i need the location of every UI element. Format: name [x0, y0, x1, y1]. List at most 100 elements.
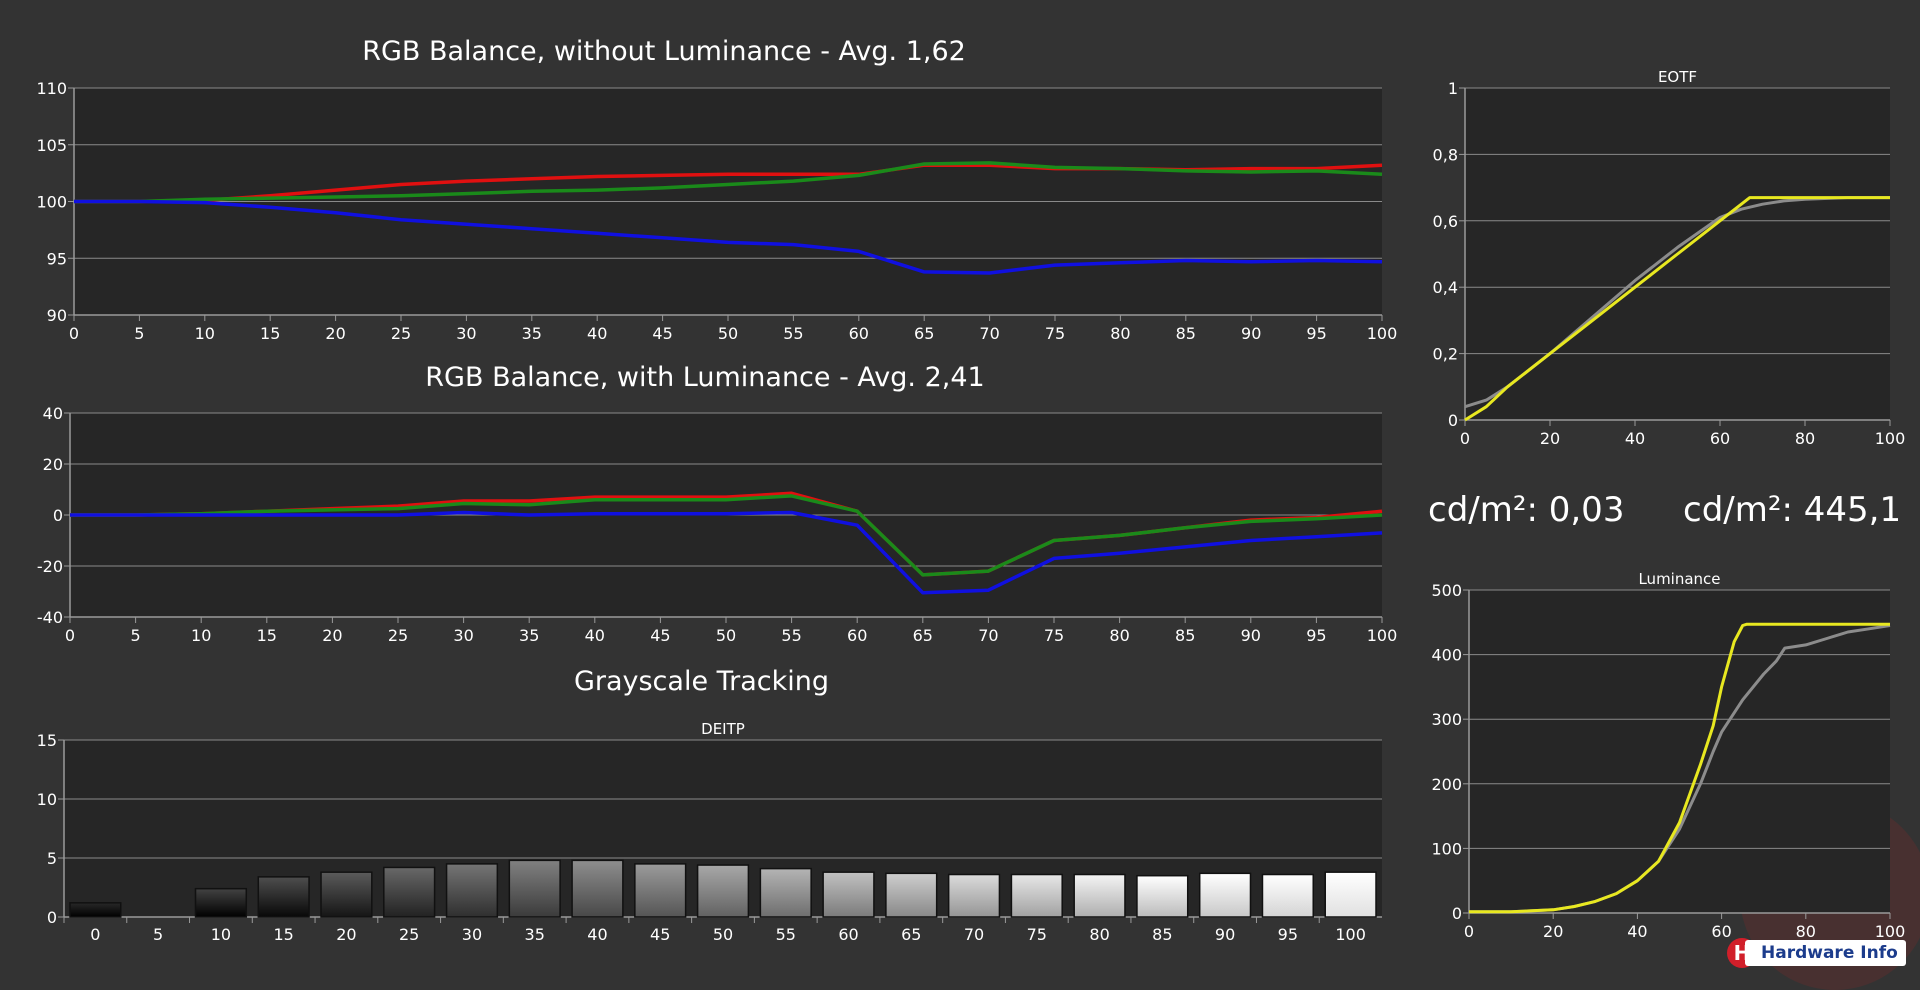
eotf-ytick-label: 1 [1448, 79, 1458, 98]
luminance-xtick-label: 0 [1464, 922, 1474, 941]
grayscale-bar [1324, 871, 1377, 918]
rgb_no_lum-series-1 [74, 161, 1383, 204]
rgb_no_lum-xtick-label: 80 [1110, 324, 1130, 343]
rgb_lum-xtick-label: 85 [1175, 626, 1195, 645]
luminance-series-0 [1469, 622, 1890, 914]
rgb_no_lum-xtick-label: 85 [1176, 324, 1196, 343]
chart-title-grayscale: Grayscale Tracking [573, 666, 830, 697]
rgb_no_lum-xtick-label: 70 [979, 324, 999, 343]
eotf-xtick-label: 0 [1460, 429, 1470, 448]
grayscale-bar [1136, 874, 1189, 918]
rgb_no_lum-xtick-label: 90 [1241, 324, 1261, 343]
grayscale-xtick-label: 60 [838, 925, 858, 944]
grayscale-xtick-label: 5 [153, 925, 163, 944]
grayscale-bar [1010, 873, 1063, 918]
rgb_lum-xtick-label: 80 [1109, 626, 1129, 645]
rgb_lum-ytick-label: -20 [37, 557, 63, 576]
rgb_no_lum-xtick-label: 40 [587, 324, 607, 343]
grayscale-xtick-label: 20 [336, 925, 356, 944]
grayscale-bar [69, 902, 122, 918]
eotf-xtick-label: 20 [1540, 429, 1560, 448]
rgb_no_lum-xtick-label: 50 [718, 324, 738, 343]
grayscale-xtick-label: 0 [90, 925, 100, 944]
rgb_lum-xtick-label: 15 [257, 626, 277, 645]
grayscale-ytick-label: 10 [37, 790, 57, 809]
grayscale-xtick-label: 10 [211, 925, 231, 944]
grayscale-xtick-label: 75 [1027, 925, 1047, 944]
rgb_no_lum-xtick-label: 95 [1306, 324, 1326, 343]
grayscale-bar [571, 859, 624, 918]
grayscale-bar [759, 867, 812, 918]
rgb_no_lum-series-2 [74, 199, 1383, 275]
eotf-series-0 [1464, 196, 1890, 422]
grayscale-bar [257, 876, 310, 918]
rgb_no_lum-xtick-label: 55 [783, 324, 803, 343]
luminance-xtick-label: 20 [1543, 922, 1563, 941]
eotf-ytick-label: 0,4 [1433, 278, 1458, 297]
rgb_lum-xtick-label: 90 [1241, 626, 1261, 645]
hardware-info-logo: H Hardware Info [1727, 938, 1906, 968]
grayscale-subtitle: DEITP [701, 720, 745, 738]
grayscale-bar [383, 866, 436, 918]
grayscale-xtick-label: 15 [273, 925, 293, 944]
rgb_lum-xtick-label: 45 [650, 626, 670, 645]
black-level-readout: cd/m²: 0,03 [1428, 490, 1625, 530]
rgb_lum-ytick-label: -40 [37, 608, 63, 627]
rgb_no_lum-xtick-label: 20 [325, 324, 345, 343]
luminance-ytick-label: 300 [1431, 710, 1462, 729]
grayscale-xtick-label: 55 [776, 925, 796, 944]
rgb_lum-xtick-label: 55 [781, 626, 801, 645]
rgb_lum-ytick-label: 0 [53, 506, 63, 525]
luminance-xtick-label: 80 [1796, 922, 1816, 941]
eotf-xtick-label: 40 [1625, 429, 1645, 448]
grayscale-bar [947, 873, 1001, 918]
rgb_no_lum-xtick-label: 75 [1045, 324, 1065, 343]
rgb_lum-xtick-label: 75 [1044, 626, 1064, 645]
grayscale-xtick-label: 85 [1152, 925, 1172, 944]
eotf-xtick-label: 60 [1710, 429, 1730, 448]
grayscale-xtick-label: 45 [650, 925, 670, 944]
rgb_no_lum-ytick-label: 95 [47, 249, 67, 268]
luminance-ytick-label: 0 [1452, 904, 1462, 923]
eotf-ytick-label: 0,6 [1433, 212, 1458, 231]
chart-title-rgb-no-lum: RGB Balance, without Luminance - Avg. 1,… [362, 36, 966, 67]
rgb_no_lum-xtick-label: 25 [391, 324, 411, 343]
grayscale-xtick-label: 25 [399, 925, 419, 944]
grayscale-xtick-label: 35 [525, 925, 545, 944]
grayscale-xtick-label: 95 [1278, 925, 1298, 944]
grayscale-bar [320, 871, 373, 918]
grayscale-bar [194, 887, 248, 918]
rgb_lum-xtick-label: 10 [191, 626, 211, 645]
rgb_lum-xtick-label: 65 [913, 626, 933, 645]
grayscale-bar [1261, 873, 1314, 918]
grayscale-bar [634, 863, 687, 918]
eotf-ytick-label: 0 [1448, 411, 1458, 430]
rgb_no_lum-xtick-label: 45 [652, 324, 672, 343]
luminance-xtick-label: 100 [1875, 922, 1906, 941]
luminance-xtick-label: 60 [1711, 922, 1731, 941]
rgb_no_lum-ytick-label: 105 [36, 136, 67, 155]
grayscale-bar [822, 871, 875, 918]
rgb_no_lum-ytick-label: 100 [36, 193, 67, 212]
rgb_no_lum-ytick-label: 90 [47, 306, 67, 325]
grayscale-xtick-label: 40 [587, 925, 607, 944]
eotf-ytick-label: 0,8 [1433, 145, 1458, 164]
luminance-title: Luminance [1638, 570, 1720, 588]
grayscale-xtick-label: 30 [462, 925, 482, 944]
rgb_no_lum-xtick-label: 0 [69, 324, 79, 343]
grayscale-ytick-label: 15 [37, 731, 57, 750]
rgb_no_lum-xtick-label: 15 [260, 324, 280, 343]
rgb_no_lum-xtick-label: 10 [195, 324, 215, 343]
grayscale-bar [885, 872, 938, 918]
grayscale-ytick-label: 5 [47, 849, 57, 868]
grayscale-xtick-label: 50 [713, 925, 733, 944]
chart-title-rgb-lum: RGB Balance, with Luminance - Avg. 2,41 [425, 362, 985, 393]
rgb_lum-xtick-label: 30 [453, 626, 473, 645]
rgb_lum-xtick-label: 20 [322, 626, 342, 645]
rgb_lum-xtick-label: 70 [978, 626, 998, 645]
rgb_lum-xtick-label: 95 [1306, 626, 1326, 645]
rgb_no_lum-ytick-label: 110 [36, 79, 67, 98]
eotf-ytick-label: 0,2 [1433, 345, 1458, 364]
grayscale-ytick-label: 0 [47, 908, 57, 927]
